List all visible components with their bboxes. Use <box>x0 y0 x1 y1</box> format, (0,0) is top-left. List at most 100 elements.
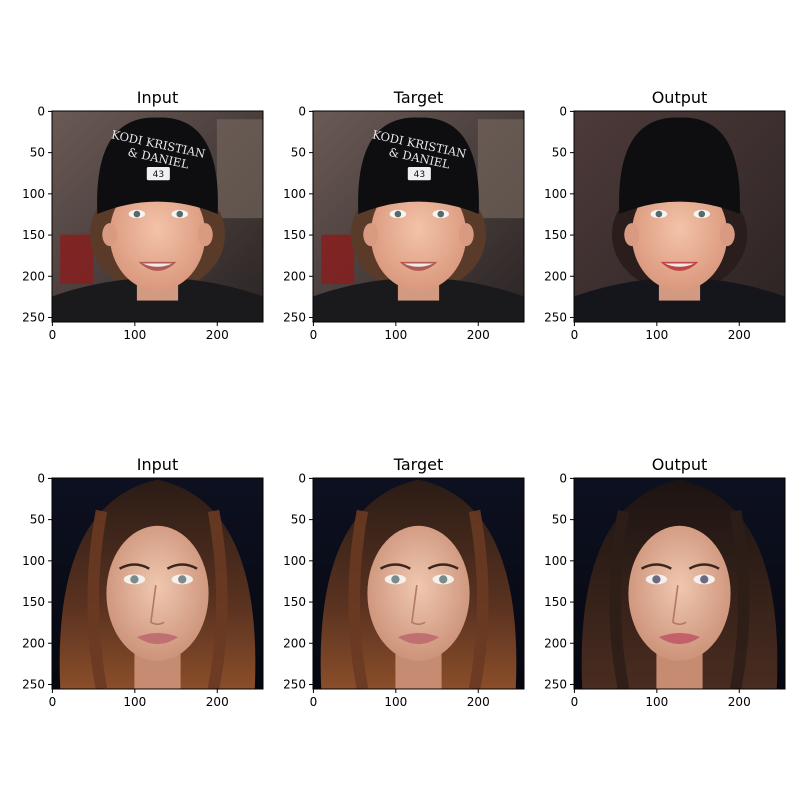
subplot-output: Output 0 100 200 0 50 100 150 200 250 <box>544 455 786 709</box>
x-tick-label: 0 <box>310 328 318 342</box>
y-tick-label: 200 <box>283 269 306 283</box>
x-tick-label: 100 <box>123 695 146 709</box>
iris-right <box>176 210 184 218</box>
eyebrow-left <box>640 563 672 570</box>
hair-strand-right <box>729 509 750 689</box>
x-tick-label: 200 <box>206 328 229 342</box>
y-tick-label: 100 <box>283 187 306 201</box>
lips <box>397 632 440 645</box>
x-tick-label: 100 <box>123 328 146 342</box>
subplot-title: Output <box>652 88 708 107</box>
eyebrow-right <box>166 563 198 570</box>
hair-strand-left <box>87 509 108 689</box>
y-tick-label: 0 <box>298 104 306 118</box>
nose <box>411 585 426 626</box>
iris-left <box>391 575 400 584</box>
nose <box>672 585 687 626</box>
hair-strand-left <box>609 509 630 689</box>
teeth <box>142 263 173 267</box>
photo <box>52 478 263 689</box>
y-tick-label: 250 <box>544 310 567 324</box>
x-tick-label: 200 <box>206 695 229 709</box>
y-tick-label: 250 <box>22 677 45 691</box>
face <box>370 178 467 291</box>
teeth <box>664 263 695 267</box>
iris-left <box>655 210 663 218</box>
x-tick-label: 100 <box>645 695 668 709</box>
y-tick-label: 150 <box>283 595 306 609</box>
y-tick-label: 200 <box>22 269 45 283</box>
iris-right <box>439 575 448 584</box>
y-tick-label: 0 <box>37 471 45 485</box>
x-tick-label: 200 <box>728 328 751 342</box>
subplot-output: Output 0 100 200 0 50 100 150 200 250 <box>544 88 786 342</box>
y-tick-label: 50 <box>30 513 45 527</box>
x-tick-label: 0 <box>49 695 57 709</box>
y-tick-label: 250 <box>283 310 306 324</box>
y-tick-label: 50 <box>552 513 567 527</box>
face <box>106 525 209 661</box>
eyebrow-left <box>379 563 411 570</box>
photo <box>313 478 524 689</box>
iris-right <box>437 210 445 218</box>
y-tick-label: 0 <box>298 471 306 485</box>
axes-frame <box>573 477 786 690</box>
x-tick-label: 200 <box>728 695 751 709</box>
hair-strand-left <box>348 509 369 689</box>
subplot-title: Target <box>393 88 444 107</box>
y-tick-label: 50 <box>552 146 567 160</box>
face <box>628 525 731 661</box>
lips <box>136 632 179 645</box>
hair-strand-right <box>207 509 228 689</box>
cap-badge-text: 43 <box>414 170 426 180</box>
axes-frame <box>312 477 525 690</box>
subplot-title: Target <box>393 455 444 474</box>
eyebrow-right <box>688 563 720 570</box>
y-tick-label: 250 <box>544 677 567 691</box>
x-tick-label: 100 <box>384 695 407 709</box>
y-tick-label: 100 <box>283 554 306 568</box>
x-tick-label: 100 <box>384 328 407 342</box>
cap-badge <box>146 167 170 181</box>
face <box>367 525 470 661</box>
cap-badge <box>407 167 431 181</box>
face <box>631 178 728 291</box>
cap <box>619 117 740 215</box>
iris-right <box>178 575 187 584</box>
iris-left <box>652 575 661 584</box>
y-tick-label: 0 <box>559 104 567 118</box>
photo <box>574 111 785 322</box>
x-tick-label: 0 <box>571 695 579 709</box>
nose <box>150 585 165 626</box>
iris-left <box>130 575 139 584</box>
ear-right <box>458 223 474 247</box>
eyebrow-left <box>118 563 150 570</box>
x-tick-label: 0 <box>49 328 57 342</box>
background-blur <box>216 119 263 219</box>
axes-frame <box>51 477 264 690</box>
x-tick-label: 200 <box>467 695 490 709</box>
y-tick-label: 150 <box>544 228 567 242</box>
background-red-object <box>60 234 94 285</box>
y-tick-label: 150 <box>544 595 567 609</box>
y-tick-label: 0 <box>559 471 567 485</box>
cap <box>97 117 218 215</box>
ear-right <box>197 223 213 247</box>
eyebrow-right <box>427 563 459 570</box>
background-red-object <box>321 234 355 285</box>
iris-left <box>394 210 402 218</box>
axes-frame <box>312 110 525 323</box>
y-tick-label: 100 <box>22 187 45 201</box>
face <box>109 178 206 291</box>
hair-strand-right <box>468 509 489 689</box>
x-tick-label: 200 <box>467 328 490 342</box>
y-tick-label: 100 <box>544 554 567 568</box>
y-tick-label: 150 <box>22 595 45 609</box>
lips <box>658 632 701 645</box>
axes-frame <box>573 110 786 323</box>
y-tick-label: 150 <box>22 228 45 242</box>
iris-left <box>133 210 141 218</box>
